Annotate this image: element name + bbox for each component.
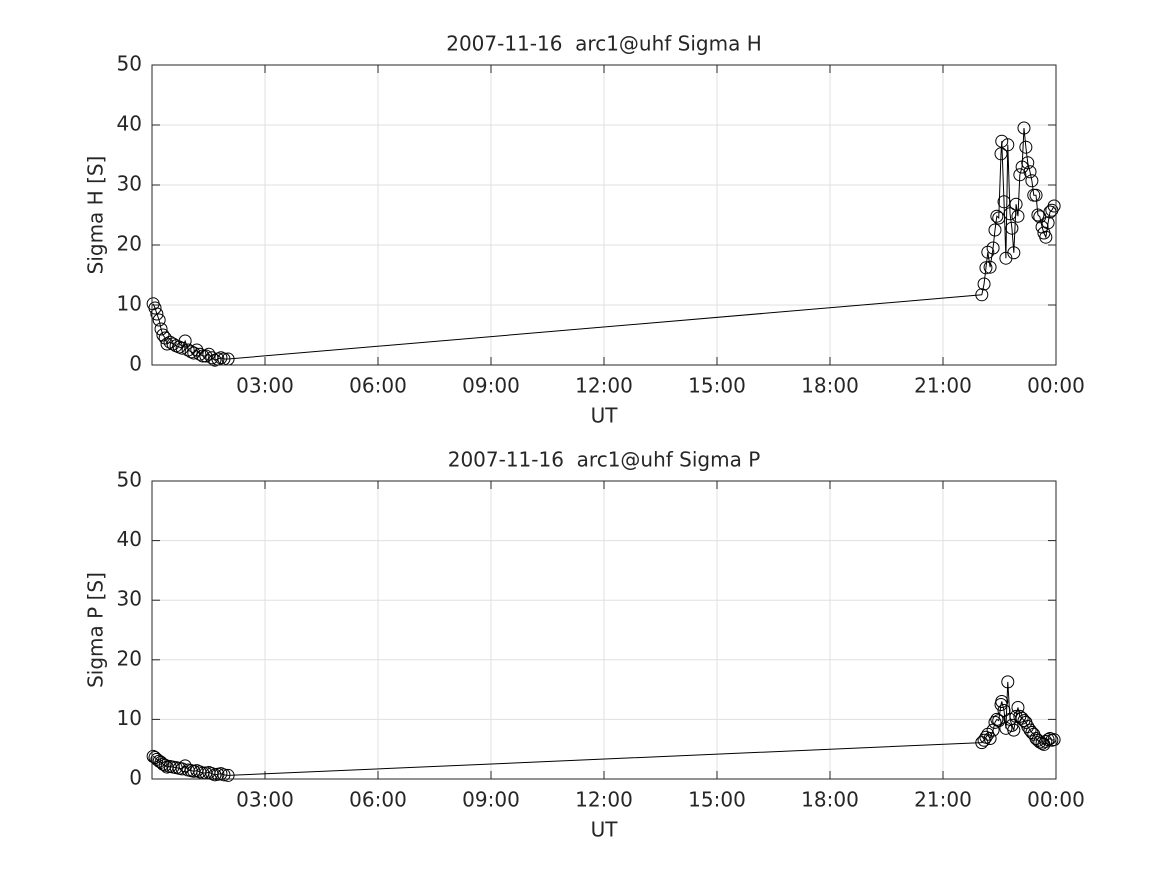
data-point xyxy=(156,328,170,342)
data-point xyxy=(1003,207,1017,221)
x-tick-label: 06:00 xyxy=(349,374,407,398)
y-axis-label: Sigma P [S] xyxy=(84,572,108,688)
data-point xyxy=(187,346,201,360)
x-tick-label: 15:00 xyxy=(688,788,746,812)
x-tick-label: 21:00 xyxy=(914,788,972,812)
x-axis-label: UT xyxy=(591,818,619,842)
data-point xyxy=(1009,709,1023,723)
data-point xyxy=(1029,188,1043,202)
x-tick-label: 18:00 xyxy=(801,788,859,812)
y-tick-label: 10 xyxy=(117,706,142,730)
data-point xyxy=(983,731,997,745)
data-point xyxy=(154,322,168,336)
data-point xyxy=(977,277,991,291)
y-tick-label: 40 xyxy=(117,527,142,551)
data-point xyxy=(1021,156,1035,170)
data-point xyxy=(196,349,210,363)
data-point xyxy=(148,301,162,315)
x-tick-label: 06:00 xyxy=(349,788,407,812)
y-tick-label: 0 xyxy=(129,352,142,376)
y-tick-label: 10 xyxy=(117,292,142,316)
x-tick-label: 09:00 xyxy=(462,374,520,398)
data-point xyxy=(160,337,174,351)
x-tick-label: 03:00 xyxy=(236,788,294,812)
data-point xyxy=(1039,734,1053,748)
data-point xyxy=(1005,221,1019,235)
data-point xyxy=(992,714,1006,728)
data-point xyxy=(1019,140,1033,154)
x-tick-label: 12:00 xyxy=(575,374,633,398)
data-point xyxy=(975,288,989,302)
data-point xyxy=(1025,174,1039,188)
data-point xyxy=(995,695,1009,709)
x-axis-label: UT xyxy=(591,404,619,428)
y-tick-label: 20 xyxy=(117,232,142,256)
data-point xyxy=(1041,733,1055,747)
data-point xyxy=(166,337,180,351)
data-point xyxy=(983,260,997,274)
data-point xyxy=(999,721,1013,735)
chart-title: 2007-11-16 arc1@uhf Sigma H xyxy=(446,32,762,56)
y-tick-label: 30 xyxy=(117,587,142,611)
data-point xyxy=(1001,138,1015,152)
data-point xyxy=(1041,216,1055,230)
y-tick-label: 50 xyxy=(117,52,142,76)
data-point xyxy=(217,768,231,782)
y-tick-label: 0 xyxy=(129,766,142,790)
chart-title: 2007-11-16 arc1@uhf Sigma P xyxy=(448,448,761,472)
data-point xyxy=(1007,723,1021,737)
data-point xyxy=(1047,733,1061,747)
data-point xyxy=(997,195,1011,209)
data-point xyxy=(997,703,1011,717)
data-point xyxy=(199,349,213,363)
data-point xyxy=(1011,209,1025,223)
data-point xyxy=(1007,246,1021,260)
axes-box xyxy=(151,64,1057,366)
data-point xyxy=(184,345,198,359)
data-point xyxy=(156,757,170,771)
x-tick-label: 00:00 xyxy=(1027,788,1085,812)
data-point xyxy=(994,147,1008,161)
data-point xyxy=(1023,165,1037,179)
x-tick-label: 15:00 xyxy=(688,374,746,398)
axes-box xyxy=(151,480,1057,780)
y-tick-label: 40 xyxy=(117,112,142,136)
x-tick-label: 21:00 xyxy=(914,374,972,398)
data-point xyxy=(152,313,166,327)
data-point xyxy=(1031,208,1045,222)
data-point xyxy=(990,209,1004,223)
data-point xyxy=(221,768,235,782)
y-tick-label: 50 xyxy=(117,468,142,492)
x-tick-label: 12:00 xyxy=(575,788,633,812)
x-tick-label: 03:00 xyxy=(236,374,294,398)
x-tick-label: 09:00 xyxy=(462,788,520,812)
data-point xyxy=(175,341,189,355)
y-tick-label: 20 xyxy=(117,646,142,670)
data-point xyxy=(1039,230,1053,244)
data-point xyxy=(193,347,207,361)
data-point xyxy=(979,261,993,275)
data-point xyxy=(1017,121,1031,135)
data-point xyxy=(992,211,1006,225)
data-point xyxy=(990,712,1004,726)
data-point xyxy=(1001,675,1015,689)
data-point xyxy=(178,334,192,348)
data-point xyxy=(986,241,1000,255)
data-point xyxy=(150,307,164,321)
y-axis-label: Sigma H [S] xyxy=(84,156,108,275)
data-point xyxy=(1013,168,1027,182)
x-tick-label: 00:00 xyxy=(1027,374,1085,398)
y-tick-label: 30 xyxy=(117,172,142,196)
x-tick-label: 18:00 xyxy=(801,374,859,398)
data-point xyxy=(158,758,172,772)
data-point xyxy=(988,223,1002,237)
data-point xyxy=(1047,199,1061,213)
